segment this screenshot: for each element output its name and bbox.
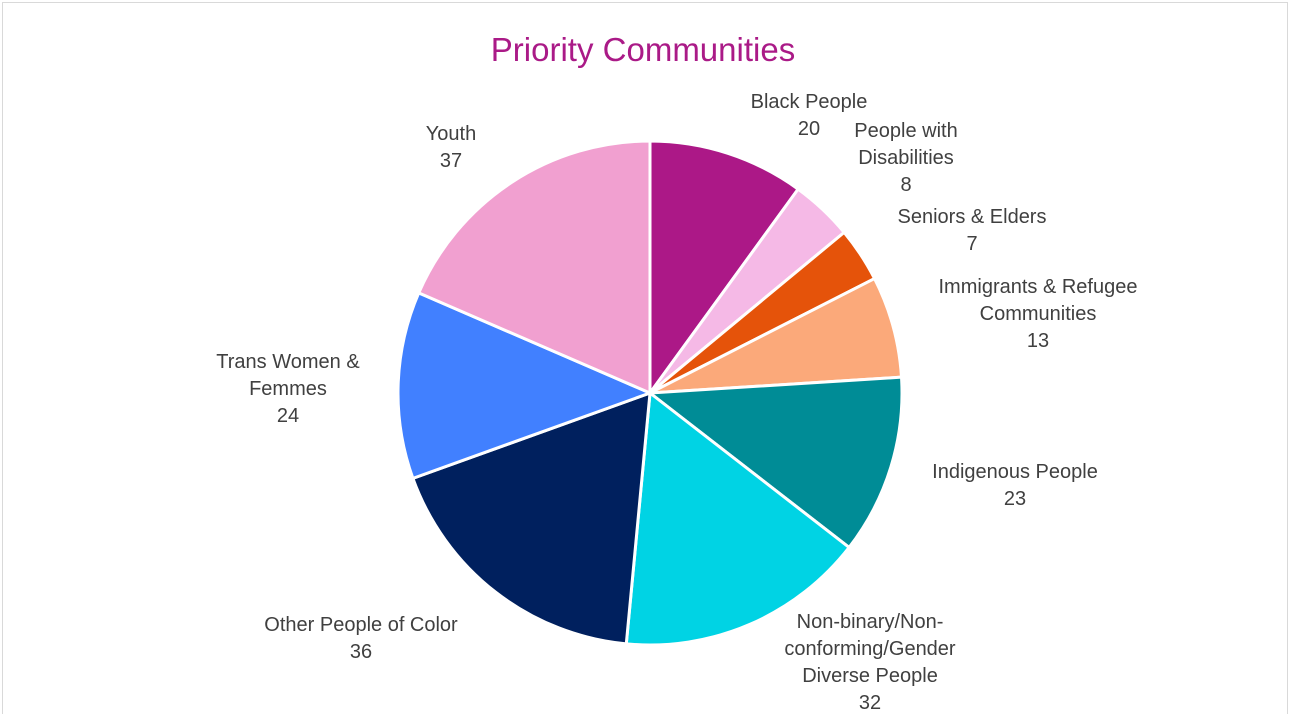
slice-name: Seniors & Elders bbox=[898, 206, 1047, 228]
pie-chart: Priority Communities Black People 20 Peopl… bbox=[216, 31, 1137, 714]
slice-name: Indigenous People bbox=[932, 461, 1098, 483]
slice-value: 24 bbox=[277, 405, 299, 427]
pie-slice bbox=[648, 375, 904, 549]
pie-slice bbox=[648, 139, 800, 395]
slice-name: Disabilities bbox=[858, 147, 954, 169]
slice-name: Non-binary/Non- bbox=[797, 611, 944, 633]
slice-value: 20 bbox=[798, 118, 820, 140]
slice-label: Non-binary/Non-conforming/Gender Diverse … bbox=[784, 611, 956, 714]
slice-label: Black People 20 bbox=[751, 91, 868, 140]
slice-name: Immigrants & Refugee bbox=[939, 276, 1138, 298]
pie-slice bbox=[417, 139, 652, 395]
slice-name: People with bbox=[854, 120, 957, 142]
slice-value: 32 bbox=[859, 692, 881, 714]
slice-label: Youth 37 bbox=[426, 123, 476, 172]
slice-value: 37 bbox=[440, 150, 462, 172]
slice-name: conforming/Gender bbox=[784, 638, 956, 660]
slice-label: Indigenous People 23 bbox=[932, 461, 1098, 510]
slice-value: 36 bbox=[350, 641, 372, 663]
slice-value: 8 bbox=[900, 174, 911, 196]
pie-slice bbox=[624, 391, 851, 647]
slice-label: Trans Women & Femmes 24 bbox=[216, 351, 360, 427]
slice-label: People with Disabilities 8 bbox=[854, 120, 957, 196]
slice-name: Black People bbox=[751, 91, 868, 113]
slice-name: Youth bbox=[426, 123, 476, 145]
slice-label: Immigrants & Refugee Communities 13 bbox=[939, 276, 1138, 352]
pie-labels: Black People 20 People with Disabilities 8 Se… bbox=[216, 91, 1137, 714]
slice-name: Diverse People bbox=[802, 665, 938, 687]
pie-slice bbox=[411, 391, 652, 646]
slice-name: Trans Women & bbox=[216, 351, 360, 373]
pie-slice bbox=[396, 291, 652, 480]
slice-label: Seniors & Elders 7 bbox=[898, 206, 1047, 255]
slice-label: Other People of Color 36 bbox=[264, 614, 458, 663]
slice-name: Other People of Color bbox=[264, 614, 458, 636]
slice-value: 7 bbox=[966, 233, 977, 255]
pie-slices bbox=[396, 139, 904, 647]
slice-value: 13 bbox=[1027, 330, 1049, 352]
chart-title: Priority Communities bbox=[491, 31, 795, 68]
slice-name: Femmes bbox=[249, 378, 327, 400]
slice-name: Communities bbox=[980, 303, 1097, 325]
slice-value: 23 bbox=[1004, 488, 1026, 510]
